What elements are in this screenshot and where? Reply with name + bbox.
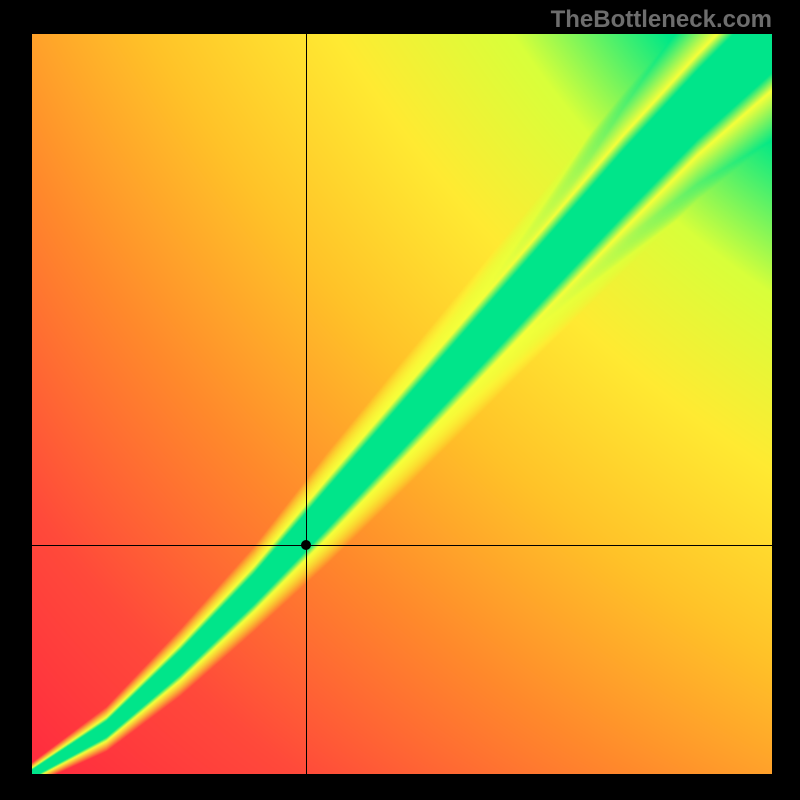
heatmap-canvas [32,34,772,774]
heatmap-plot [32,34,772,774]
chart-frame: TheBottleneck.com [0,0,800,800]
crosshair-vertical [306,34,307,774]
crosshair-horizontal [32,545,772,546]
crosshair-dot [301,540,311,550]
watermark-text: TheBottleneck.com [551,6,772,34]
